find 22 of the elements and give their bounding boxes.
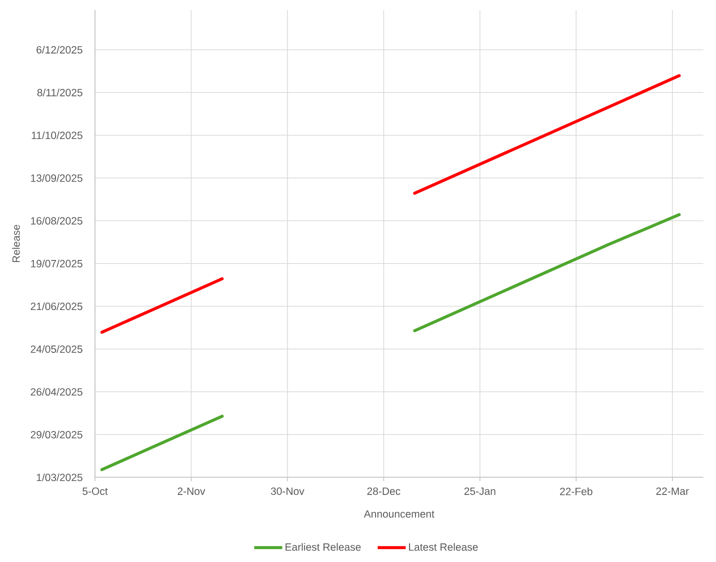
- y-tick-label: 8/11/2025: [37, 88, 82, 96]
- x-axis-title: Announcement: [364, 510, 434, 518]
- y-tick-label: 13/09/2025: [31, 174, 82, 182]
- y-tick-label: 24/05/2025: [30, 345, 82, 353]
- x-tick-label: 2-Nov: [178, 488, 206, 495]
- legend-label: Latest Release: [409, 543, 478, 551]
- y-tick-label: 6/12/2025: [36, 46, 82, 54]
- x-tick-label: 22-Mar: [656, 488, 689, 495]
- legend-label: Earliest Release: [286, 543, 361, 551]
- y-tick-label: 11/10/2025: [32, 131, 82, 140]
- x-tick-label: 30-Nov: [270, 488, 304, 495]
- y-tick-label: 21/06/2025: [30, 302, 82, 310]
- x-tick-label: 25-Jan: [464, 488, 496, 495]
- y-tick-label: 26/04/2025: [30, 388, 82, 396]
- x-tick-label: 5-Oct: [82, 488, 108, 495]
- y-tick-label: 29/03/2025: [30, 430, 82, 438]
- x-tick-label: 22-Feb: [560, 487, 592, 496]
- y-axis-title: Release: [12, 224, 20, 262]
- y-tick-label: 16/08/2025: [31, 216, 82, 225]
- x-tick-label: 28-Dec: [367, 488, 400, 495]
- y-tick-label: 1/03/2025: [36, 473, 82, 482]
- y-tick-label: 19/07/2025: [31, 260, 82, 268]
